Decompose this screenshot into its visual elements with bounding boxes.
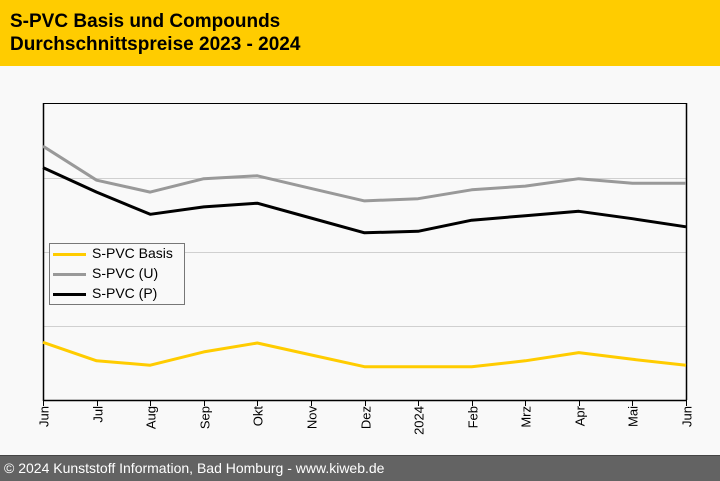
x-tick-label: Feb (466, 406, 481, 428)
legend-label-basis: S-PVC Basis (92, 245, 173, 261)
footer: © 2024 Kunststoff Information, Bad Hombu… (0, 455, 720, 481)
x-tick-label: Sep (198, 406, 213, 429)
legend-swatch-p (53, 293, 86, 296)
x-tick-labels: Jun Jul Aug Sep Okt Nov Dez 2024 Feb Mrz Apr Mai Jun (37, 405, 695, 435)
x-tick-label: Jun (680, 406, 695, 427)
series-line-basis (43, 342, 686, 366)
x-tick-label: Dez (359, 406, 374, 429)
legend-label-p: S-PVC (P) (92, 285, 157, 301)
legend: S-PVC Basis S-PVC (U) S-PVC (P) (49, 243, 185, 305)
legend-swatch-u (53, 273, 86, 276)
x-tick-label: Nov (305, 406, 320, 430)
series-line-u (43, 146, 686, 201)
x-tick-label: Jul (91, 406, 106, 423)
x-tick-label: Aug (144, 406, 159, 429)
x-tick-label: 2024 (412, 406, 427, 435)
x-tick-label: Mrz (519, 406, 534, 428)
x-tick-label: Apr (573, 405, 588, 426)
legend-swatch-basis (53, 253, 86, 256)
x-tick-label: Jun (37, 406, 52, 427)
x-tick-label: Okt (251, 406, 266, 427)
x-tick-label: Mai (626, 406, 641, 427)
copyright-text: © 2024 Kunststoff Information, Bad Hombu… (4, 460, 384, 476)
legend-label-u: S-PVC (U) (92, 265, 158, 281)
